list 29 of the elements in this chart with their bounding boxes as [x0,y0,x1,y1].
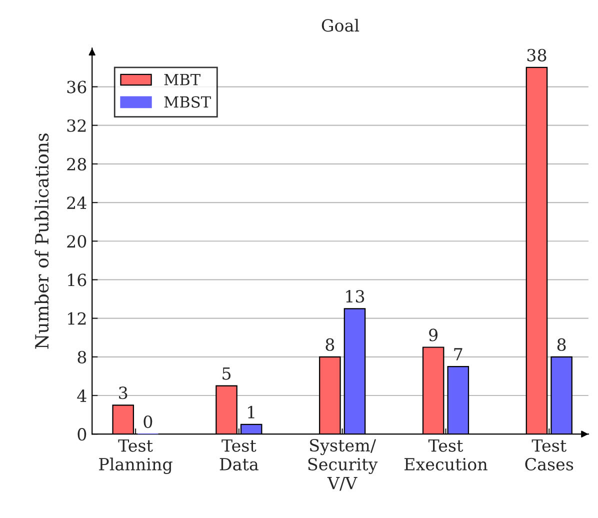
data-label: 8 [557,338,566,351]
y-tick-label: 16 [68,274,86,286]
y-axis-title: Number of Publications [34,134,49,349]
data-label: 7 [454,348,462,360]
y-tick-label: 20 [67,235,86,248]
y-tick-label: 8 [78,350,86,364]
data-label: 13 [346,290,364,303]
y-tick-label: 36 [67,80,86,94]
x-tick-label: Test Cases [525,439,574,471]
x-tick-label: Test Data [220,439,258,471]
data-label: 9 [429,328,438,342]
legend-label: MBT [164,74,200,86]
data-label: 0 [144,415,152,428]
y-tick-label: 12 [68,312,86,325]
x-tick-label: Test Execution [404,439,488,471]
legend-label: MBST [164,96,211,108]
y-tick-label: 4 [77,389,86,402]
data-label: 5 [222,367,231,380]
x-tick-label: Test Planning [99,439,172,474]
x-tick-label: System/ Security V/V [308,439,378,491]
data-label: 8 [326,338,334,351]
y-tick-label: 28 [67,158,86,171]
data-label: 3 [119,386,128,400]
data-label: 38 [527,48,546,62]
y-tick-label: 24 [67,196,86,209]
y-tick-label: 0 [78,428,86,441]
chart-title: Goal [322,18,360,32]
y-tick-label: 32 [67,119,86,132]
data-label: 1 [248,406,254,418]
